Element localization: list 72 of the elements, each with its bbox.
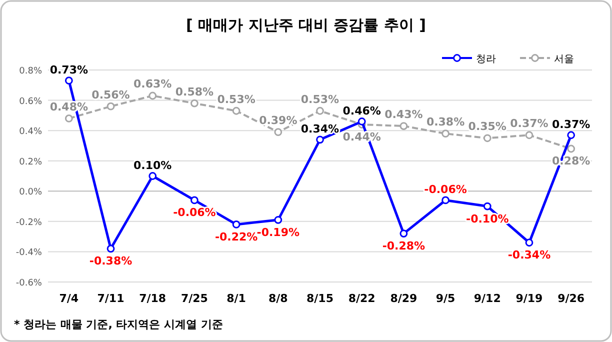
x-tick-label: 9/5 — [436, 292, 456, 305]
point — [525, 238, 534, 247]
point — [567, 144, 576, 153]
legend-label: 서울 — [554, 54, 574, 65]
point — [148, 172, 157, 180]
x-tick-label: 9/12 — [474, 292, 501, 305]
point — [316, 106, 324, 115]
x-tick-label: 8/1 — [226, 292, 246, 305]
data-label: -0.22% — [214, 230, 258, 244]
x-tick-label: 7/18 — [139, 292, 166, 305]
legend-label: 청라 — [476, 54, 496, 65]
y-tick-label: 0.0% — [19, 188, 42, 198]
x-tick-label: 9/19 — [516, 292, 543, 305]
data-label: 0.10% — [134, 159, 172, 172]
y-tick-label: -0.6% — [16, 278, 42, 288]
data-label: -0.19% — [256, 226, 300, 239]
data-label: 0.38% — [426, 116, 465, 129]
point — [274, 216, 282, 224]
y-tick-label: 0.4% — [19, 127, 42, 138]
point — [525, 131, 534, 140]
data-label: 0.35% — [468, 120, 506, 134]
y-tick-label: 0.8% — [19, 66, 42, 76]
point — [442, 196, 450, 204]
x-tick-label: 7/11 — [97, 292, 124, 305]
point — [64, 76, 73, 85]
point — [274, 128, 282, 136]
point — [316, 136, 324, 144]
point — [64, 114, 73, 122]
y-tick-label: -0.4% — [16, 248, 42, 258]
point — [148, 92, 157, 100]
data-label: 0.43% — [384, 108, 423, 122]
point — [106, 244, 115, 253]
point — [190, 196, 198, 204]
data-label: -0.06% — [173, 206, 216, 220]
point — [483, 134, 492, 142]
y-tick-label: 0.2% — [19, 157, 42, 168]
data-label: -0.38% — [89, 254, 132, 268]
x-tick-label: 8/22 — [348, 292, 376, 305]
data-label: 0.53% — [217, 92, 256, 106]
chart-title: [ 매매가 지난주 대비 증감률 추이 ] — [186, 16, 426, 34]
data-label: 0.46% — [342, 104, 381, 118]
y-tick-label: 0.6% — [19, 96, 42, 107]
point — [567, 131, 576, 140]
point — [442, 130, 450, 138]
point — [400, 230, 408, 238]
data-label: 0.73% — [50, 64, 88, 77]
data-label: 0.58% — [175, 85, 214, 98]
point — [400, 122, 408, 130]
point — [232, 106, 240, 115]
data-label: 0.39% — [259, 114, 298, 128]
x-tick-label: 9/26 — [558, 292, 585, 305]
data-label: 0.56% — [92, 88, 130, 102]
x-tick-label: 8/29 — [390, 292, 418, 305]
data-label: -0.28% — [382, 240, 426, 253]
y-tick-label: -0.2% — [16, 218, 42, 228]
point — [106, 102, 115, 110]
data-label: 0.37% — [510, 117, 548, 130]
text: * 청라는 매물 기준, 타지역은 시계열 기준 — [14, 318, 223, 331]
data-label: -0.06% — [424, 183, 467, 196]
data-label: 0.63% — [134, 78, 172, 91]
data-label: 0.34% — [300, 122, 340, 136]
data-label: -0.34% — [508, 248, 551, 262]
x-tick-label: 8/15 — [306, 292, 334, 305]
point — [483, 202, 492, 210]
point — [358, 118, 366, 126]
x-tick-label: 8/8 — [268, 292, 288, 305]
data-label: 0.53% — [300, 92, 340, 106]
x-tick-label: 7/25 — [180, 292, 208, 305]
data-label: 0.37% — [552, 118, 590, 132]
x-tick-label: 7/4 — [59, 292, 79, 305]
point — [232, 220, 240, 228]
point — [190, 99, 198, 108]
